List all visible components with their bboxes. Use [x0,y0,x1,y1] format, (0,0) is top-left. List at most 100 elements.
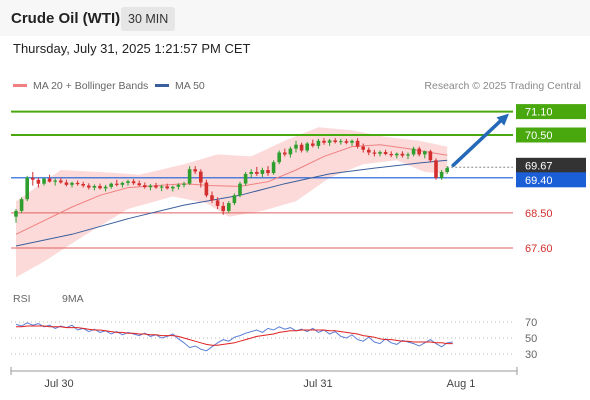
candle-body [322,140,326,143]
candle [148,184,153,191]
candle [171,185,175,192]
candle [115,179,119,187]
candle-body [87,185,91,188]
legend-rsi: RSI [13,293,31,305]
candle [344,138,349,145]
candle [109,182,113,189]
candle-body [299,144,304,151]
candle-body [92,186,97,188]
candle [400,151,405,158]
candle-body [311,143,315,146]
candle-body [221,205,225,211]
candle-body [238,183,242,196]
interval-badge[interactable]: 30 MIN [121,7,176,31]
candle [31,171,35,186]
candle-body [277,152,281,163]
candle-body [98,186,102,189]
candle-body [126,181,130,183]
candle-body [327,140,332,143]
candle-body [36,179,41,184]
candle [47,174,52,183]
candle [423,150,427,159]
label-pivot-bg [516,172,586,188]
rsi-panel: 70 50 30 [11,317,537,361]
rsi-tick-70: 70 [525,317,537,329]
candle-body [344,141,349,143]
candle-body [260,170,265,174]
arrow-head [496,113,509,126]
candle-body [215,200,220,206]
candle-body [271,162,276,174]
label-resistance-1: 71.10 [525,107,553,119]
candle-body [445,168,449,172]
candle [159,184,164,192]
timestamp: Thursday, July 31, 2025 1:21:57 PM CET [13,41,251,56]
legend-ma50: MA 50 [155,80,205,92]
candle [103,184,108,192]
candle [367,147,371,156]
candle-body [25,177,29,200]
candle [417,146,421,157]
candle-body [171,186,175,189]
candle [98,183,102,190]
candle-body [154,185,158,188]
legend-ma20-label: MA 20 + Bollinger Bands [33,80,149,92]
x-tick-label: Jul 30 [44,378,73,390]
label-resistance-1-bg [516,104,586,120]
instrument-title: Crude Oil (WTI) [11,10,121,27]
candle [36,177,41,188]
candle-body [148,185,153,188]
candle-body [120,182,125,185]
candle [42,177,46,186]
candle-body [406,154,410,156]
candle [182,181,186,188]
candle-body [372,152,377,154]
candle [187,166,192,185]
candle [383,149,388,156]
research-credit: Research © 2025 Trading Central [424,80,581,92]
candle [53,178,57,186]
candle-body [159,186,164,188]
rsi-tick-50: 50 [525,333,537,345]
candle [25,175,29,202]
candle [350,139,354,146]
candle [210,191,214,204]
label-pivot: 69.40 [525,175,553,187]
candle-body [199,171,203,183]
candle-body [428,151,433,161]
arrow-shaft [451,116,505,168]
candle [92,184,97,191]
candle [87,183,91,190]
candle-body [64,182,69,185]
candle-body [355,140,360,147]
candle-body [243,173,248,184]
candle [333,138,337,144]
candle [81,181,85,188]
candle [232,193,237,206]
candle [14,208,18,223]
candle [271,160,276,175]
candle-body [350,140,354,143]
candle-body [439,172,444,178]
candle [176,183,181,190]
candle-body [288,148,293,155]
label-resistance-2-bg [516,127,586,143]
label-support-1: 68.50 [525,208,553,220]
rsi-tick-30: 30 [525,349,537,361]
candle [64,179,69,187]
level-labels: 71.10 70.50 69.67 69.40 68.50 67.60 [516,104,586,255]
price-levels [11,110,513,249]
candle [355,138,360,149]
legend-ma50-label: MA 50 [175,80,205,92]
candle-body [227,203,231,211]
candle-body [165,186,169,189]
candle [143,182,147,189]
candle [137,180,141,187]
candle [215,197,220,209]
candle-body [333,140,337,142]
candle-body [417,148,421,155]
candle [227,201,231,213]
candle-body [31,177,35,180]
candle [434,158,438,180]
